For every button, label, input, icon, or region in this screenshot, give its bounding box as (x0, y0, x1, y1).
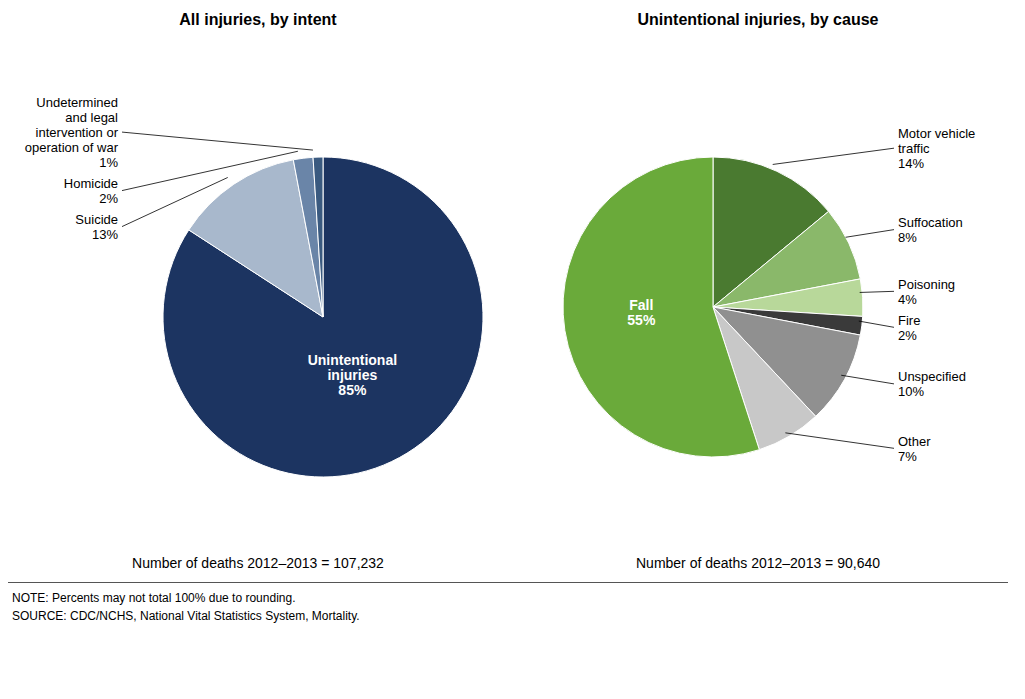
svg-text:Undeterminedand legalintervent: Undeterminedand legalintervention oroper… (25, 95, 119, 170)
html-text:All injuries, by intent: All injuries, by intent (179, 11, 337, 28)
svg-text:Motor vehicletraffic14%: Motor vehicletraffic14% (898, 126, 975, 171)
svg-text:Poisoning4%: Poisoning4% (898, 276, 955, 306)
html-text:SOURCE: CDC/NCHS, National Vit: SOURCE: CDC/NCHS, National Vital Statist… (12, 609, 360, 623)
svg-text:Suffocation8%: Suffocation8% (898, 215, 963, 245)
svg-text:Unintentionalinjuries85%: Unintentionalinjuries85% (308, 352, 397, 398)
svg-text:Homicide2%: Homicide2% (64, 176, 119, 206)
svg-text:Suicide13%: Suicide13% (75, 212, 118, 242)
svg-text:Fire2%: Fire2% (898, 312, 920, 342)
html-text:NOTE: Percents may not total 1: NOTE: Percents may not total 100% due to… (12, 591, 296, 605)
html-text:Unintentional injuries, by cau: Unintentional injuries, by cause (637, 11, 879, 28)
html-text:Number of deaths 2012–2013 = 1: Number of deaths 2012–2013 = 107,232 (132, 555, 384, 571)
svg-text:Other7%: Other7% (898, 433, 931, 463)
svg-text:Fall55%: Fall55% (627, 297, 656, 328)
svg-text:Unspecified10%: Unspecified10% (898, 369, 966, 399)
html-text:Number of deaths 2012–2013 = 9: Number of deaths 2012–2013 = 90,640 (636, 555, 880, 571)
